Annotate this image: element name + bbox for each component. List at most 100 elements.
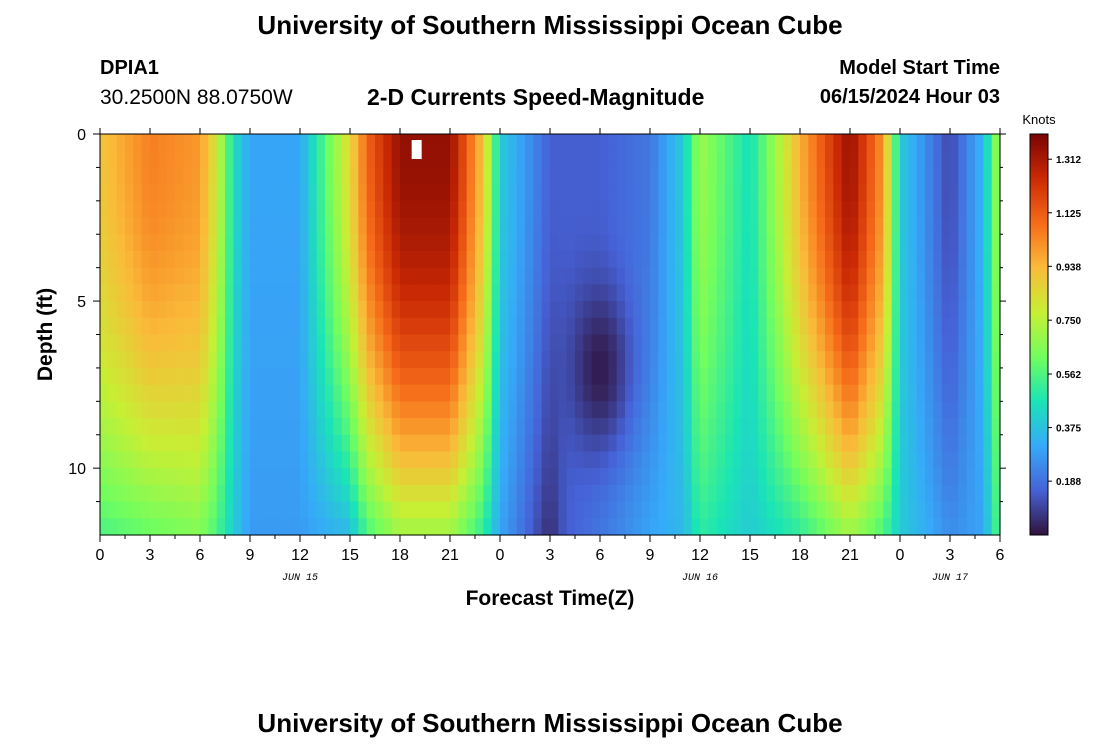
heatmap-cell xyxy=(375,401,384,419)
heatmap-cell xyxy=(383,434,393,453)
heatmap-cell xyxy=(591,217,601,235)
heatmap-cell xyxy=(983,451,993,469)
heatmap-cell xyxy=(558,200,568,219)
heatmap-cell xyxy=(958,317,968,336)
heatmap-cell xyxy=(866,484,876,503)
heatmap-cell xyxy=(275,367,284,386)
heatmap-cell xyxy=(775,334,784,352)
heatmap-cell xyxy=(425,451,434,469)
heatmap-cell xyxy=(291,401,301,419)
heatmap-cell xyxy=(741,167,751,185)
heatmap-cell xyxy=(208,484,218,503)
heatmap-cell xyxy=(916,284,926,302)
heatmap-cell xyxy=(483,367,493,386)
x-tick-label: 18 xyxy=(391,547,409,564)
heatmap-cell xyxy=(983,250,993,269)
heatmap-cell xyxy=(325,134,334,152)
heatmap-cell xyxy=(233,401,243,419)
heatmap-cell xyxy=(266,184,276,202)
heatmap-cell xyxy=(633,468,643,486)
heatmap-cell xyxy=(983,484,993,503)
heatmap-cell xyxy=(616,351,626,369)
heatmap-cell xyxy=(216,267,226,285)
heatmap-cell xyxy=(900,384,909,402)
heatmap-cell xyxy=(800,518,809,536)
heatmap-cell xyxy=(283,167,293,185)
heatmap-cell xyxy=(358,351,368,369)
heatmap-cell xyxy=(900,484,909,503)
heatmap-cell xyxy=(433,451,443,469)
heatmap-cell xyxy=(558,167,568,185)
heatmap-cell xyxy=(100,401,109,419)
heatmap-cell xyxy=(933,284,943,302)
heatmap-cell xyxy=(666,334,676,352)
heatmap-cell xyxy=(733,217,743,235)
heatmap-cell xyxy=(175,184,184,202)
heatmap-cell xyxy=(250,284,259,302)
heatmap-cell xyxy=(550,518,559,536)
heatmap-cell xyxy=(391,501,401,519)
heatmap-cell xyxy=(616,384,626,402)
heatmap-cell xyxy=(900,217,909,235)
heatmap-cell xyxy=(241,284,251,302)
heatmap-cell xyxy=(250,367,259,386)
heatmap-cell xyxy=(391,468,401,486)
heatmap-cell xyxy=(208,150,218,169)
heatmap-cell xyxy=(166,367,176,386)
heatmap-cell xyxy=(766,484,776,503)
heatmap-cell xyxy=(991,518,1001,536)
heatmap-cell xyxy=(533,301,543,319)
heatmap-cell xyxy=(833,401,843,419)
heatmap-cell xyxy=(691,468,701,486)
heatmap-cell xyxy=(975,518,984,536)
heatmap-cell xyxy=(658,401,668,419)
heatmap-cell xyxy=(550,317,559,336)
heatmap-cell xyxy=(825,267,834,285)
heatmap-cell xyxy=(133,184,143,202)
heatmap-cell xyxy=(916,351,926,369)
heatmap-cell xyxy=(150,367,159,386)
heatmap-cell xyxy=(883,301,893,319)
heatmap-cell xyxy=(250,267,259,285)
heatmap-cell xyxy=(433,401,443,419)
heatmap-cell xyxy=(516,518,526,536)
heatmap-cell xyxy=(775,267,784,285)
heatmap-cell xyxy=(416,234,426,252)
heatmap-cell xyxy=(450,434,459,453)
heatmap-cell xyxy=(475,418,484,436)
heatmap-cell xyxy=(600,468,609,486)
heatmap-cell xyxy=(333,167,343,185)
heatmap-cell xyxy=(733,267,743,285)
heatmap-cell xyxy=(541,301,551,319)
heatmap-cell xyxy=(625,418,634,436)
heatmap-cell xyxy=(166,334,176,352)
heatmap-cell xyxy=(458,401,468,419)
heatmap-cell xyxy=(525,434,534,453)
heatmap-cell xyxy=(291,351,301,369)
heatmap-cell xyxy=(416,150,426,169)
heatmap-cell xyxy=(983,501,993,519)
heatmap-cell xyxy=(775,484,784,503)
x-tick-label: 18 xyxy=(791,547,809,564)
heatmap-cell xyxy=(983,150,993,169)
heatmap-cell xyxy=(558,418,568,436)
heatmap-cell xyxy=(500,367,509,386)
heatmap-cell xyxy=(550,384,559,402)
heatmap-cell xyxy=(766,468,776,486)
heatmap-cell xyxy=(583,150,593,169)
heatmap-cell xyxy=(650,167,659,185)
heatmap-cell xyxy=(233,217,243,235)
heatmap-cell xyxy=(941,250,951,269)
heatmap-cell xyxy=(500,150,509,169)
heatmap-cell xyxy=(200,234,209,252)
heatmap-cell xyxy=(725,518,734,536)
heatmap-cell xyxy=(541,351,551,369)
heatmap-cell xyxy=(816,418,826,436)
heatmap-cell xyxy=(300,418,309,436)
heatmap-cell xyxy=(700,184,709,202)
heatmap-cell xyxy=(400,184,409,202)
heatmap-cell xyxy=(583,200,593,219)
heatmap-cell xyxy=(733,167,743,185)
heatmap-cell xyxy=(941,384,951,402)
